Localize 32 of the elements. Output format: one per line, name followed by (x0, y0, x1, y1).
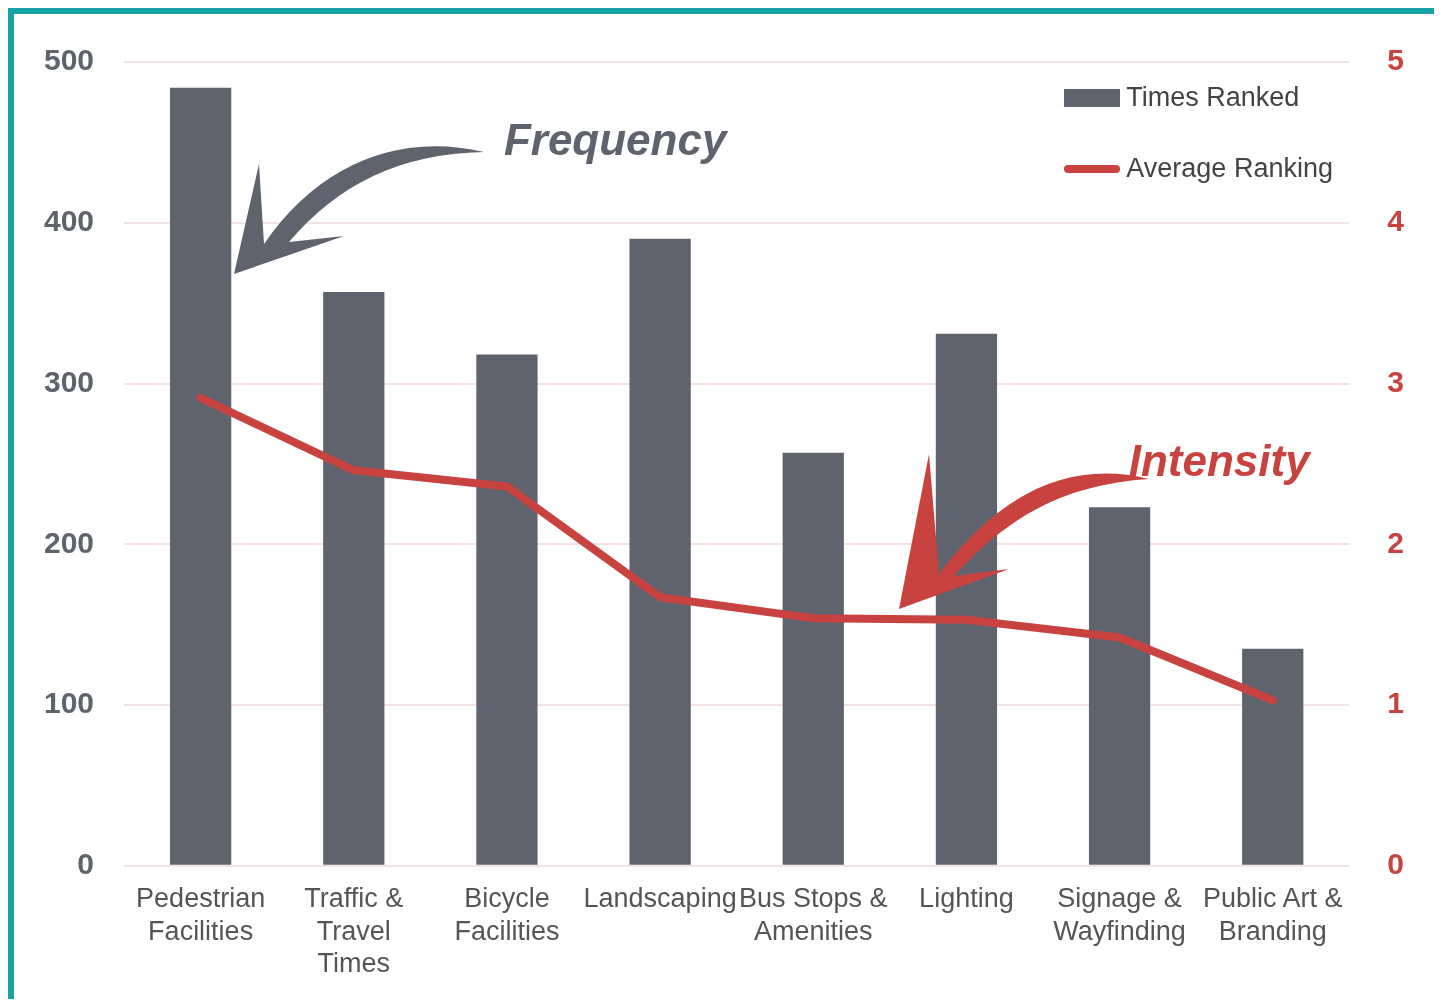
y-tick-label: 100 (43, 686, 95, 720)
y2-tick-label: 0 (1387, 847, 1404, 881)
legend-label: Average Ranking (1126, 153, 1333, 184)
x-tick-label: Traffic & Travel Times (304, 883, 404, 979)
y-tick-label: 400 (43, 204, 95, 238)
y2-tick-label: 4 (1387, 204, 1405, 238)
bar (323, 291, 385, 865)
y-tick-label: 200 (43, 525, 95, 559)
y2-tick-label: 5 (1387, 43, 1404, 77)
x-tick-label: Pedestrian Facilities (136, 883, 266, 946)
legend-label: Times Ranked (1126, 82, 1300, 113)
y-tick-label: 0 (77, 847, 95, 881)
y2-tick-label: 1 (1387, 686, 1404, 720)
bar (935, 333, 998, 865)
annotation: Intensity (1128, 436, 1313, 486)
bar (476, 354, 538, 865)
x-tick-label: Lighting (919, 883, 1014, 914)
x-tick-label: Bicycle Facilities (454, 883, 560, 946)
x-tick-label: Bus Stops & Amenities (738, 883, 888, 946)
bar (170, 87, 232, 865)
x-tick-label: Landscaping (583, 883, 737, 914)
y2-tick-label: 2 (1387, 525, 1404, 559)
y-tick-label: 500 (43, 43, 95, 77)
bar (629, 238, 691, 865)
bar (782, 452, 844, 865)
y2-tick-label: 3 (1387, 364, 1404, 398)
bar (1242, 648, 1304, 865)
x-tick-label: Signage & Wayfinding (1053, 883, 1186, 946)
y-tick-label: 300 (43, 364, 95, 398)
annotation: Frequency (503, 114, 729, 164)
bar (1088, 507, 1151, 865)
x-tick-label: Public Art & Branding (1202, 883, 1343, 946)
